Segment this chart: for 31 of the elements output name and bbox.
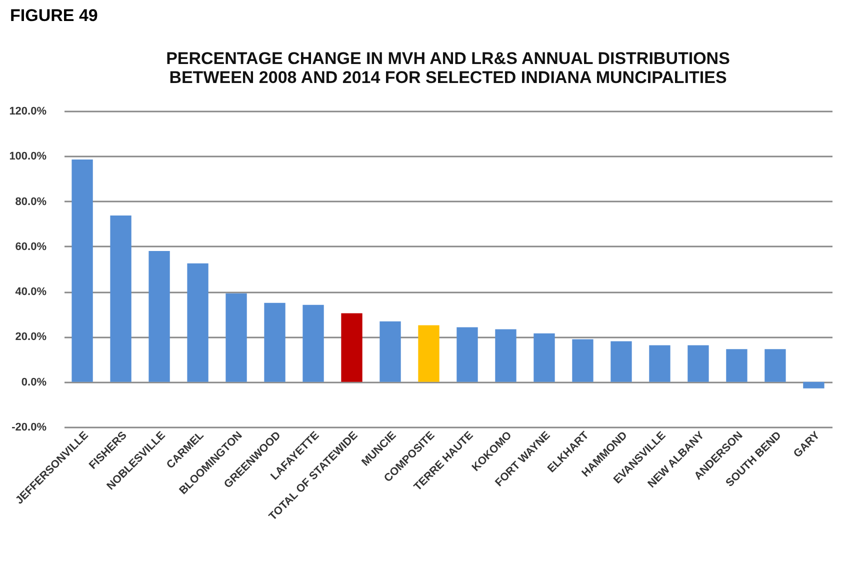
bar [302, 304, 324, 382]
bar [572, 339, 594, 382]
text: PERCENTAGE CHANGE IN MVH AND LR&S ANNUAL DISTRIBUTIONS [166, 49, 730, 68]
caption: FIGURE 49 [10, 6, 98, 26]
bar [418, 325, 440, 382]
y-tick-label: 120.0% [9, 106, 47, 118]
bar [110, 216, 132, 382]
bar [649, 345, 670, 382]
bar [803, 382, 824, 388]
bar [341, 313, 362, 382]
text: BETWEEN 2008 AND 2014 FOR SELECTED INDIANA MUNCIPALITIES [169, 68, 727, 87]
y-tick-label: 0.0% [21, 376, 47, 388]
bar [380, 321, 401, 382]
bar [264, 302, 286, 382]
bar [495, 329, 516, 382]
y-tick-label: -20.0% [12, 422, 47, 434]
bar [456, 327, 478, 382]
bar [72, 160, 93, 382]
y-tick-label: 80.0% [15, 196, 47, 208]
y-tick-label: 20.0% [15, 331, 47, 344]
y-tick-label: 100.0% [9, 150, 47, 163]
bar [726, 349, 748, 382]
bar [148, 250, 170, 382]
bar [534, 333, 555, 382]
bar [226, 293, 247, 382]
bar [764, 349, 786, 382]
y-tick-label: 60.0% [15, 240, 47, 253]
bar [688, 345, 709, 382]
bar [187, 263, 208, 382]
y-tick-label: 40.0% [15, 286, 47, 298]
bar [610, 341, 632, 382]
